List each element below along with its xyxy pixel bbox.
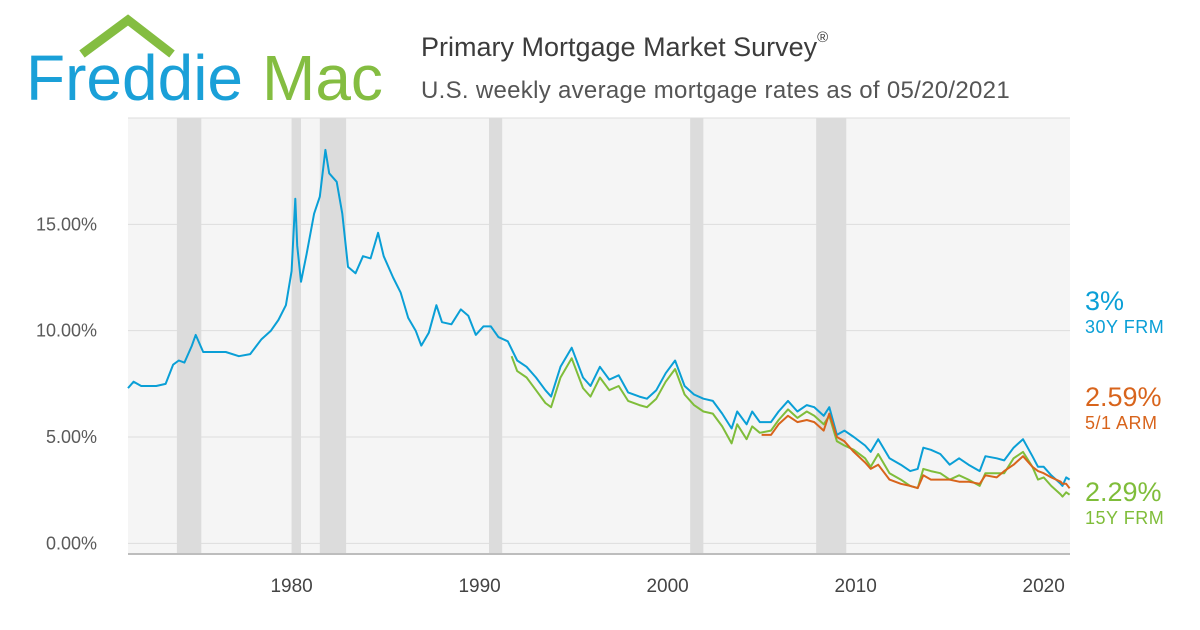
series-line-5-1-arm <box>761 412 1071 490</box>
chart-title: Primary Mortgage Market Survey® <box>421 29 829 63</box>
recession-band <box>816 118 847 554</box>
end-label-15y-value: 2.29% <box>1085 477 1162 507</box>
y-tick-label: 5.00% <box>46 427 97 447</box>
recession-band <box>319 118 347 554</box>
registered-mark: ® <box>817 29 829 46</box>
plot-background <box>128 118 1070 554</box>
series-line-15y-frm <box>510 355 1071 498</box>
end-label-30y-value: 3% <box>1085 286 1125 316</box>
end-label-30y: 3% 30Y FRM <box>1085 286 1164 338</box>
series-line-30y-frm <box>127 148 1071 487</box>
series-lines <box>127 148 1071 498</box>
x-tick-label: 1980 <box>270 576 312 597</box>
end-label-arm-name: 5/1 ARM <box>1085 413 1158 433</box>
logo-text-freddie: Freddie <box>26 42 243 110</box>
recession-bands <box>176 118 847 554</box>
x-tick-label: 1990 <box>458 576 500 597</box>
end-label-arm: 2.59% 5/1 ARM <box>1085 382 1162 434</box>
grid-lines <box>128 117 1070 544</box>
x-tick-label: 2020 <box>1023 576 1065 597</box>
end-label-15y-name: 15Y FRM <box>1085 508 1165 528</box>
y-tick-label: 0.00% <box>46 533 97 553</box>
x-tick-label: 2000 <box>646 576 688 597</box>
chart-subtitle: U.S. weekly average mortgage rates as of… <box>421 77 1010 104</box>
y-tick-label: 15.00% <box>36 214 97 234</box>
axis-ticks: 0.00% 5.00% 10.00% 15.00% 1980 1990 2000 2010 20… <box>36 214 1065 597</box>
freddie-mac-logo: Freddie Mac <box>24 14 384 114</box>
logo-roof-icon <box>79 14 175 58</box>
end-label-arm-value: 2.59% <box>1085 382 1162 412</box>
end-label-30y-name: 30Y FRM <box>1085 317 1165 337</box>
recession-band <box>291 118 301 554</box>
y-tick-label: 10.00% <box>36 321 97 341</box>
recession-band <box>489 118 503 554</box>
chart-title-text: Primary Mortgage Market Survey <box>421 32 818 62</box>
logo-text-mac: Mac <box>262 42 383 110</box>
end-label-15y: 2.29% 15Y FRM <box>1085 477 1164 529</box>
x-tick-label: 2010 <box>835 576 877 597</box>
recession-band <box>690 118 704 554</box>
recession-band <box>176 118 202 554</box>
